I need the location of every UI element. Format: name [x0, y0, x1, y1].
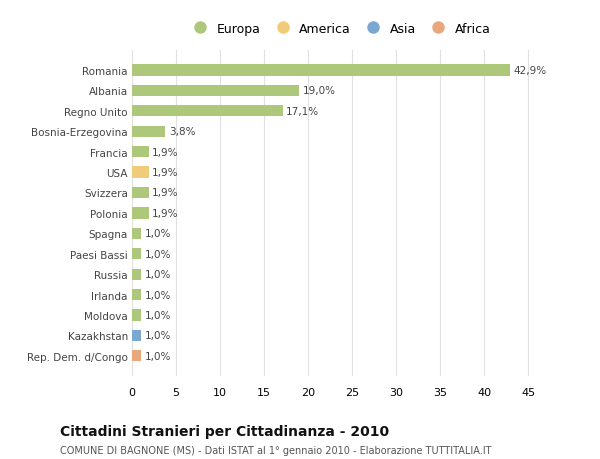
Text: 1,9%: 1,9% — [152, 208, 179, 218]
Bar — [132, 126, 166, 138]
Bar — [132, 167, 149, 178]
Bar — [132, 228, 141, 240]
Text: 1,0%: 1,0% — [145, 229, 171, 239]
Text: 1,0%: 1,0% — [145, 310, 171, 320]
Bar — [132, 147, 149, 158]
Bar — [132, 65, 510, 77]
Text: 1,0%: 1,0% — [145, 269, 171, 280]
Text: 1,0%: 1,0% — [145, 351, 171, 361]
Bar — [132, 289, 141, 301]
Bar — [132, 269, 141, 280]
Bar — [132, 350, 141, 362]
Text: 1,9%: 1,9% — [152, 188, 179, 198]
Bar — [132, 86, 299, 97]
Text: 1,0%: 1,0% — [145, 249, 171, 259]
Text: 42,9%: 42,9% — [514, 66, 547, 76]
Text: 1,9%: 1,9% — [152, 168, 179, 178]
Text: 1,0%: 1,0% — [145, 330, 171, 341]
Bar — [132, 310, 141, 321]
Bar — [132, 187, 149, 199]
Text: 1,9%: 1,9% — [152, 147, 179, 157]
Bar — [132, 208, 149, 219]
Text: 3,8%: 3,8% — [169, 127, 196, 137]
Text: COMUNE DI BAGNONE (MS) - Dati ISTAT al 1° gennaio 2010 - Elaborazione TUTTITALIA: COMUNE DI BAGNONE (MS) - Dati ISTAT al 1… — [60, 445, 491, 455]
Text: Cittadini Stranieri per Cittadinanza - 2010: Cittadini Stranieri per Cittadinanza - 2… — [60, 425, 389, 438]
Bar — [132, 249, 141, 260]
Text: 17,1%: 17,1% — [286, 106, 319, 117]
Text: 19,0%: 19,0% — [303, 86, 336, 96]
Bar — [132, 106, 283, 117]
Legend: Europa, America, Asia, Africa: Europa, America, Asia, Africa — [182, 17, 496, 40]
Text: 1,0%: 1,0% — [145, 290, 171, 300]
Bar — [132, 330, 141, 341]
